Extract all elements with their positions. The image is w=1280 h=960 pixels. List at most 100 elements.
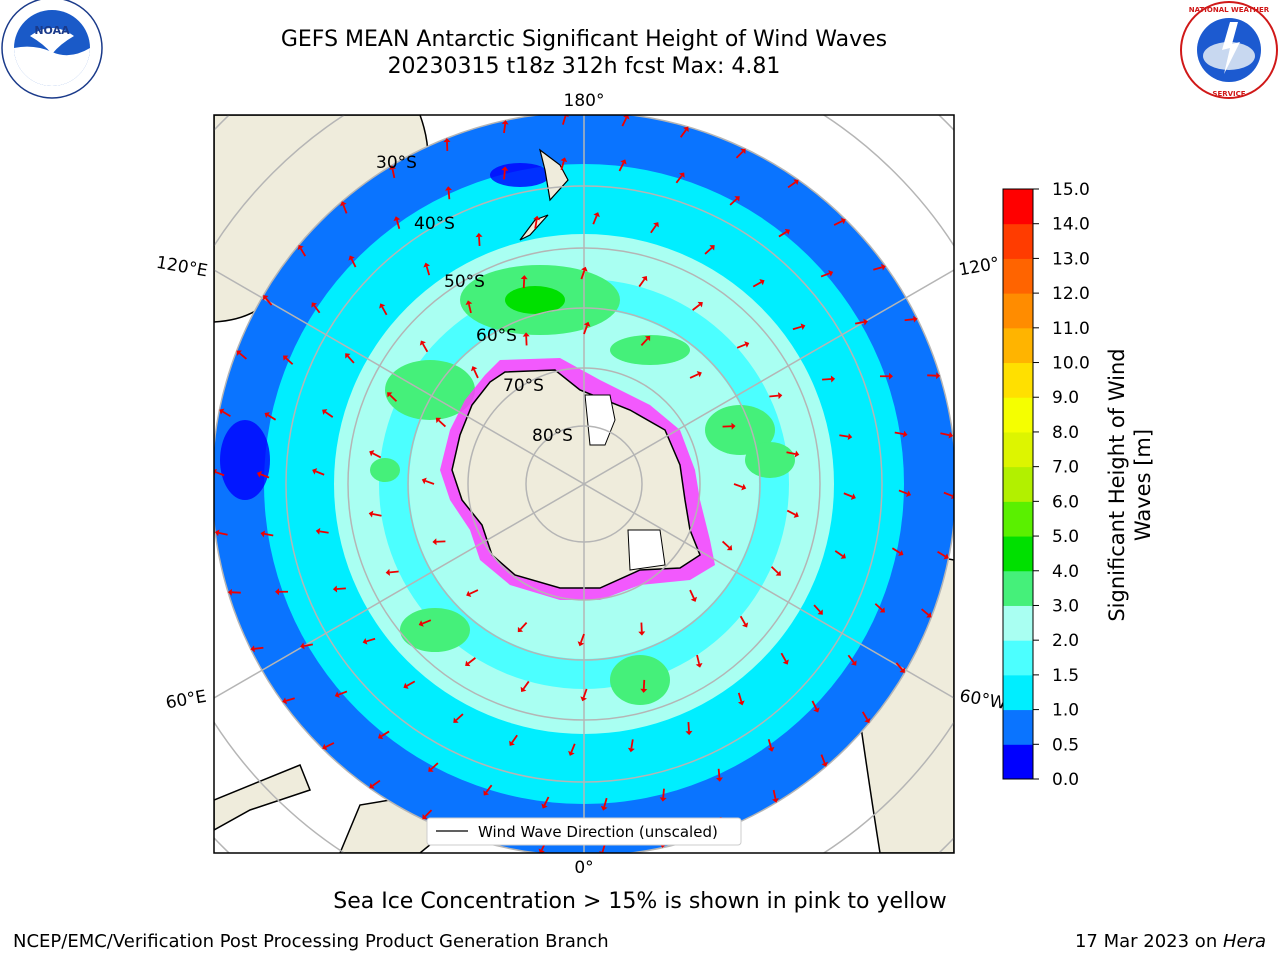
wind-arrow bbox=[874, 603, 883, 611]
wind-arrow bbox=[662, 788, 665, 798]
wind-arrow-head bbox=[312, 468, 318, 475]
wind-arrow bbox=[260, 473, 270, 479]
wind-arrow bbox=[381, 306, 388, 316]
wind-arrow bbox=[267, 414, 277, 421]
wind-arrow bbox=[422, 343, 429, 353]
wind-arrow bbox=[422, 619, 432, 625]
wind-arrow-head bbox=[348, 255, 355, 261]
wind-arrow-head bbox=[659, 797, 667, 802]
wind-arrow bbox=[689, 373, 699, 379]
wind-arrow bbox=[739, 615, 746, 625]
wind-arrow-head bbox=[509, 740, 515, 746]
wind-arrow-head bbox=[345, 353, 351, 359]
wind-arrow bbox=[424, 809, 433, 818]
graticule bbox=[214, 115, 954, 853]
wind-arrow bbox=[299, 247, 307, 257]
wind-arrow bbox=[303, 643, 314, 647]
wind-arrow-head bbox=[828, 270, 834, 277]
wind-arrow-head bbox=[520, 686, 527, 692]
wind-arrow-head bbox=[593, 212, 600, 218]
wind-arrow-head bbox=[943, 553, 949, 560]
wind-arrow bbox=[254, 646, 264, 650]
wind-arrow-head bbox=[772, 798, 779, 803]
colorbar-segment bbox=[1003, 327, 1033, 364]
wind-arrow bbox=[687, 722, 690, 732]
wind-arrow-head bbox=[311, 302, 317, 308]
wind-arrow-head bbox=[683, 126, 689, 132]
wind-arrow bbox=[847, 654, 855, 663]
wind-arrow-head bbox=[256, 471, 262, 478]
wind-arrow-head bbox=[936, 372, 941, 380]
wind-arrow bbox=[811, 700, 818, 710]
chart-title: GEFS MEAN Antarctic Significant Height o… bbox=[280, 27, 888, 52]
wind-arrow bbox=[582, 688, 588, 698]
wind-arrow-head bbox=[800, 323, 806, 331]
wind-arrow-head bbox=[465, 660, 471, 667]
wind-arrow-head bbox=[432, 538, 437, 546]
wind-arrow-head bbox=[948, 431, 954, 439]
wind-arrow bbox=[780, 652, 787, 662]
wind-arrow bbox=[485, 784, 493, 793]
wind-arrow-head bbox=[813, 707, 820, 713]
wind-arrow-head bbox=[250, 645, 255, 653]
colorbar-tick-label: 13.0 bbox=[1052, 249, 1090, 269]
wind-arrow bbox=[534, 219, 538, 229]
wind-arrow bbox=[767, 738, 772, 749]
colorbar-segment bbox=[1003, 223, 1033, 259]
lon-label-120e: 120°E bbox=[155, 253, 209, 282]
wind-arrow bbox=[473, 369, 479, 379]
wind-arrow bbox=[380, 730, 390, 737]
wind-arrow-head bbox=[695, 662, 703, 668]
wind-arrow-head bbox=[466, 590, 472, 598]
colorbar-tick-label: 11.0 bbox=[1052, 319, 1090, 339]
wind-arrow bbox=[603, 797, 608, 808]
wind-arrow bbox=[943, 491, 953, 497]
wind-arrow bbox=[640, 338, 649, 347]
colorbar-segment bbox=[1003, 536, 1033, 572]
colorbar-tick-label: 12.0 bbox=[1052, 284, 1090, 304]
wind-arrow bbox=[692, 303, 701, 311]
wind-arrow bbox=[679, 129, 687, 138]
wind-arrow-head bbox=[275, 588, 280, 596]
wind-arrow bbox=[772, 789, 777, 800]
wind-arrow-head bbox=[263, 295, 269, 301]
wind-arrow-head bbox=[879, 607, 885, 613]
wind-arrow bbox=[675, 175, 683, 184]
footer-org: NCEP/EMC/Verification Post Processing Pr… bbox=[13, 931, 609, 952]
wind-arrow-head bbox=[517, 626, 524, 633]
wind-arrow-head bbox=[538, 848, 545, 853]
wind-arrow bbox=[778, 231, 788, 238]
wind-arrow-head bbox=[926, 612, 932, 618]
colorbar-segment bbox=[1003, 431, 1033, 468]
lat-label-30s: 30°S bbox=[376, 153, 417, 173]
wind-arrow-head bbox=[428, 766, 434, 772]
wind-arrow-head bbox=[465, 300, 473, 306]
wind-arrow-head bbox=[418, 620, 424, 627]
wind-arrow bbox=[583, 325, 588, 335]
wind-arrow bbox=[560, 160, 565, 171]
wind-arrow bbox=[315, 470, 325, 476]
lon-label-0: 0° bbox=[574, 858, 593, 878]
wind-arrow-head bbox=[322, 409, 328, 415]
wind-arrow-head bbox=[715, 777, 723, 782]
wind-arrow bbox=[833, 220, 843, 226]
wind-arrow-head bbox=[583, 321, 591, 327]
wind-arrow-head bbox=[778, 392, 783, 400]
wind-arrow-head bbox=[501, 166, 509, 171]
lon-label-60e: 60°E bbox=[164, 687, 208, 714]
wind-arrow bbox=[447, 190, 451, 200]
wind-arrow bbox=[792, 325, 802, 331]
wind-arrow-head bbox=[282, 697, 288, 705]
wind-arrow-head bbox=[627, 747, 635, 753]
wind-arrow bbox=[543, 796, 550, 806]
wind-arrow bbox=[940, 432, 950, 437]
wind-arrow-head bbox=[759, 279, 765, 286]
wind-arrow bbox=[430, 762, 439, 770]
wind-arrow bbox=[338, 690, 348, 696]
wind-arrow bbox=[580, 270, 586, 280]
wind-arrow-head bbox=[300, 642, 305, 650]
wind-arrow bbox=[366, 637, 376, 643]
wind-arrow-head bbox=[483, 790, 489, 796]
wind-arrow bbox=[285, 697, 295, 702]
